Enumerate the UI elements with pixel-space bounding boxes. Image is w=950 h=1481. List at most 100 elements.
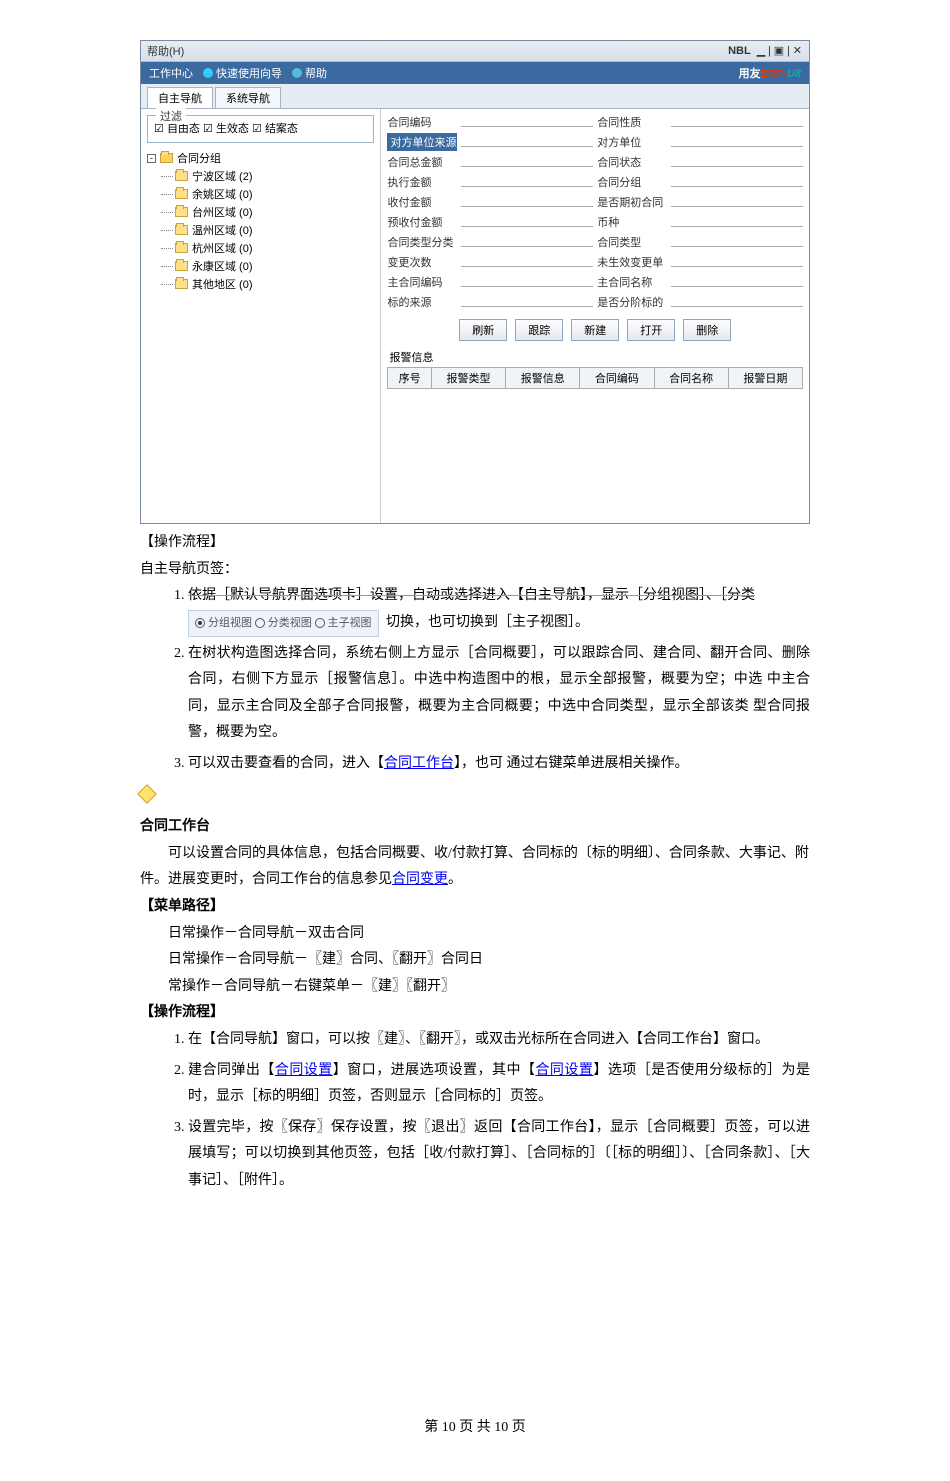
tree-item[interactable]: 永康区域 (0) — [175, 257, 374, 275]
tree-item[interactable]: 余姚区域 (0) — [175, 185, 374, 203]
li3b: 】，也可 通过右键菜单进展相关操作。 — [454, 756, 689, 771]
of2a: 建合同弹出【 — [188, 1063, 275, 1078]
help-button[interactable]: 帮助 — [292, 65, 327, 81]
form-label: 合同类型分类 — [387, 233, 457, 251]
tree-item-label: 永康区域 (0) — [192, 258, 253, 274]
radio-icon[interactable] — [255, 618, 265, 628]
form-field[interactable] — [671, 213, 803, 227]
quickguide-button[interactable]: 快速使用向导 — [203, 65, 282, 81]
form-field[interactable] — [671, 293, 803, 307]
menu-path-heading: 【菜单路径】 — [140, 894, 810, 921]
refresh-button[interactable]: 刷新 — [459, 319, 507, 341]
form-label: 合同类型 — [597, 233, 667, 251]
form-field[interactable] — [461, 153, 593, 167]
form-grid: 合同编码合同性质对方单位来源对方单位合同总金额合同状态执行金额合同分组收付金额是… — [387, 113, 803, 311]
right-panel: 合同编码合同性质对方单位来源对方单位合同总金额合同状态执行金额合同分组收付金额是… — [381, 109, 809, 523]
alarm-col: 报警类型 — [431, 368, 505, 389]
filter-box: 过滤 ☑ 自由态 ☑ 生效态 ☑ 结案态 — [147, 115, 374, 143]
form-field[interactable] — [671, 133, 803, 147]
li1a: 依据［默认导航界面选项卡］设置，自动或选择进入【自主导航】，显示［分组视图］、［… — [188, 588, 755, 603]
tree-item[interactable]: 其他地区 (0) — [175, 275, 374, 293]
form-field[interactable] — [671, 233, 803, 247]
list-item: 在树状构造图选择合同，系统右侧上方显示［合同概要］，可以跟踪合同、建合同、翻开合… — [188, 641, 810, 747]
tree-root[interactable]: - 合同分组 — [147, 149, 374, 167]
tree-item-label: 杭州区域 (0) — [192, 240, 253, 256]
li3a: 可以双击要查看的合同，进入【 — [188, 756, 384, 771]
setting-link[interactable]: 合同设置 — [275, 1063, 333, 1078]
tab-self-nav[interactable]: 自主导航 — [147, 87, 213, 108]
toolbar: 工作中心 快速使用向导 帮助 用友ERP-U8 — [141, 62, 809, 84]
filter-cb-active[interactable]: ☑ 生效态 — [203, 123, 249, 135]
folder-icon — [175, 189, 188, 199]
tab-sys-nav[interactable]: 系统导航 — [215, 87, 281, 108]
form-label: 合同状态 — [597, 153, 667, 171]
radio-icon[interactable] — [315, 618, 325, 628]
filter-cb2-label: 生效态 — [216, 123, 249, 135]
alarm-title: 报警信息 — [389, 349, 803, 365]
form-field[interactable] — [461, 233, 593, 247]
form-field[interactable] — [671, 173, 803, 187]
mp1: 日常操作－合同导航－双击合同 — [168, 921, 810, 948]
alarm-col: 合同编码 — [580, 368, 654, 389]
form-field[interactable] — [461, 113, 593, 127]
form-field[interactable] — [671, 253, 803, 267]
window-controls[interactable]: ▁|▣|✕ — [757, 44, 803, 58]
menu-help[interactable]: 帮助(H) — [147, 43, 184, 59]
workbench-link[interactable]: 合同工作台 — [384, 756, 454, 771]
filter-cb-free[interactable]: ☑ 自由态 — [154, 123, 200, 135]
form-label: 标的来源 — [387, 293, 457, 311]
form-field[interactable] — [461, 293, 593, 307]
form-label: 预收付金额 — [387, 213, 457, 231]
nbl-label: NBL — [728, 45, 751, 57]
form-field[interactable] — [671, 153, 803, 167]
delete-button[interactable]: 删除 — [683, 319, 731, 341]
form-field[interactable] — [461, 213, 593, 227]
form-field[interactable] — [671, 113, 803, 127]
change-link[interactable]: 合同变更 — [392, 872, 448, 887]
form-field[interactable] — [461, 193, 593, 207]
li2: 在树状构造图选择合同，系统右侧上方显示［合同概要］，可以跟踪合同、建合同、翻开合… — [188, 646, 810, 741]
form-label: 收付金额 — [387, 193, 457, 211]
setting-link2[interactable]: 合同设置 — [535, 1063, 593, 1078]
collapse-icon[interactable]: - — [147, 154, 156, 163]
diamond-icon — [137, 785, 157, 805]
tree-item[interactable]: 温州区域 (0) — [175, 221, 374, 239]
form-label: 币种 — [597, 213, 667, 231]
form-label: 合同总金额 — [387, 153, 457, 171]
alarm-col: 报警信息 — [506, 368, 580, 389]
form-field[interactable] — [671, 273, 803, 287]
filter-cb-closed[interactable]: ☑ 结案态 — [252, 123, 298, 135]
form-label: 对方单位 — [597, 133, 667, 151]
form-field[interactable] — [671, 193, 803, 207]
form-field[interactable] — [461, 133, 593, 147]
form-field[interactable] — [461, 253, 593, 267]
list-item: 在【合同导航】窗口，可以按〖建〗、〖翻开〗，或双击光标所在合同进入【合同工作台】… — [188, 1027, 810, 1054]
tree-item-label: 其他地区 (0) — [192, 276, 253, 292]
app-window: 帮助(H) NBL ▁|▣|✕ 工作中心 快速使用向导 帮助 用友ERP-U8 — [140, 40, 810, 524]
tree-item[interactable]: 台州区域 (0) — [175, 203, 374, 221]
form-label: 对方单位来源 — [387, 133, 457, 151]
tree-item[interactable]: 杭州区域 (0) — [175, 239, 374, 257]
filter-legend: 过滤 — [156, 108, 186, 124]
form-field[interactable] — [461, 173, 593, 187]
list-item: 可以双击要查看的合同，进入【合同工作台】，也可 通过右键菜单进展相关操作。 — [188, 751, 810, 778]
alarm-table: 序号报警类型报警信息合同编码合同名称报警日期 — [387, 367, 803, 389]
form-field[interactable] — [461, 273, 593, 287]
new-button[interactable]: 新建 — [571, 319, 619, 341]
form-label: 是否分阶标的 — [597, 293, 667, 311]
tree-item[interactable]: 宁波区域 (2) — [175, 167, 374, 185]
open-button[interactable]: 打开 — [627, 319, 675, 341]
folder-icon — [175, 207, 188, 217]
track-button[interactable]: 跟踪 — [515, 319, 563, 341]
radio-icon[interactable] — [195, 618, 205, 628]
view-options-bar: 分组视图 分类视图 主子视图 — [188, 610, 379, 637]
tree-root-label: 合同分组 — [177, 150, 221, 166]
list-item: 设置完毕，按〖保存〗保存设置，按〖退出〗返回【合同工作台】，显示［合同概要］页签… — [188, 1115, 810, 1195]
pwb: 可以设置合同的具体信息，包括合同概要、收/付款打算、合同标的〔标的明细〕、合同条… — [140, 846, 809, 888]
form-label: 合同分组 — [597, 173, 667, 191]
folder-icon — [175, 171, 188, 181]
vo2: 分类视图 — [268, 617, 312, 629]
filter-cb3-label: 结案态 — [265, 123, 298, 135]
workcenter-button[interactable]: 工作中心 — [149, 65, 193, 81]
guide-icon — [203, 68, 213, 78]
